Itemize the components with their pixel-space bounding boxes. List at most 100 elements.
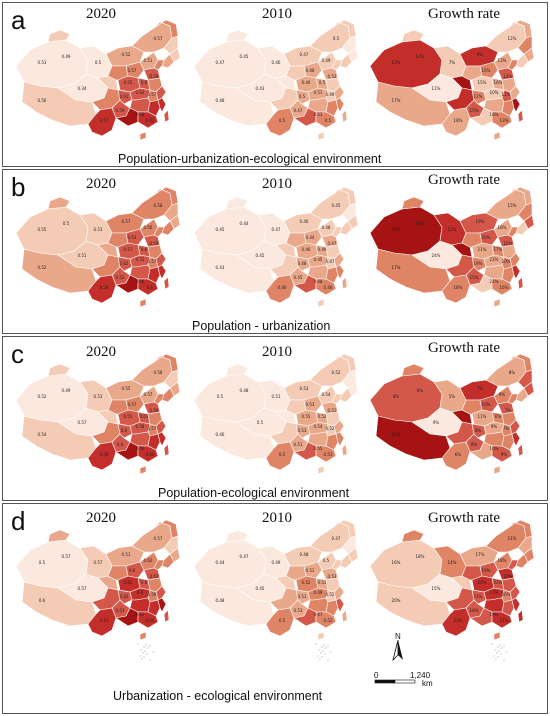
province-region bbox=[517, 609, 524, 623]
island-dot bbox=[493, 655, 495, 657]
province-region bbox=[369, 373, 443, 423]
region-value-label: 0.47 bbox=[326, 259, 335, 264]
region-value-label: 0.55 bbox=[122, 386, 131, 391]
province-region bbox=[317, 631, 325, 641]
region-value-label: 0.57 bbox=[62, 554, 71, 559]
region-value-label: 0.5 bbox=[299, 94, 306, 99]
province-region bbox=[325, 599, 339, 617]
region-value-label: 6% bbox=[417, 388, 424, 393]
province-region bbox=[125, 61, 145, 79]
province-region bbox=[479, 61, 499, 79]
island-dot bbox=[315, 643, 317, 645]
region-value-label: 6% bbox=[455, 452, 462, 457]
region-value-label: 23% bbox=[454, 618, 463, 623]
panel-caption: Urbanization - ecological environment bbox=[113, 689, 323, 703]
region-value-label: 0.55 bbox=[314, 446, 323, 451]
province-region bbox=[47, 363, 71, 377]
province-region bbox=[155, 85, 167, 101]
province-region bbox=[325, 99, 339, 117]
region-value-label: 18% bbox=[470, 608, 479, 613]
island-dot bbox=[497, 646, 499, 648]
province-region bbox=[303, 395, 323, 413]
region-value-label: 0.48 bbox=[216, 598, 225, 603]
island-dot bbox=[506, 651, 508, 653]
region-value-label: 0.6 bbox=[121, 428, 128, 433]
region-value-label: 15% bbox=[470, 108, 479, 113]
region-value-label: 0.57 bbox=[128, 68, 137, 73]
region-value-label: 0.43 bbox=[256, 86, 265, 91]
region-value-label: 0.49 bbox=[62, 54, 71, 59]
province-region bbox=[341, 109, 348, 123]
province-region bbox=[47, 529, 71, 543]
region-value-label: 0.58 bbox=[136, 112, 145, 117]
province-region bbox=[341, 443, 348, 457]
island-dot bbox=[320, 652, 322, 654]
region-value-label: 0.47 bbox=[328, 241, 337, 246]
region-value-label: 0.45 bbox=[294, 275, 303, 280]
region-value-label: 0.59 bbox=[116, 108, 125, 113]
region-value-label: 0.58 bbox=[100, 285, 109, 290]
scale-zero: 0 bbox=[374, 671, 379, 680]
region-value-label: 0.45 bbox=[240, 54, 249, 59]
province-region bbox=[157, 597, 167, 613]
region-value-label: 0.56 bbox=[144, 225, 153, 230]
province-region bbox=[509, 585, 521, 601]
map-title-2010: 2010 bbox=[262, 6, 292, 22]
province-region bbox=[511, 431, 521, 447]
region-value-label: 24% bbox=[392, 227, 401, 232]
map-title-2010: 2010 bbox=[262, 344, 292, 360]
province-region bbox=[333, 419, 345, 435]
region-value-label: 0.52 bbox=[328, 74, 337, 79]
region-value-label: 0.48 bbox=[306, 68, 315, 73]
province-region bbox=[401, 363, 425, 377]
province-region bbox=[315, 445, 337, 463]
choropleth-map-a-growth: 13%14%17%11%7%9%12%10%13%15% 16%14%12%10%… bbox=[369, 19, 535, 141]
region-value-label: 0.56 bbox=[38, 98, 47, 103]
region-value-label: 0.52 bbox=[326, 426, 335, 431]
island-dot bbox=[321, 646, 323, 648]
province-region bbox=[315, 611, 337, 629]
island-dot bbox=[152, 651, 154, 653]
province-region bbox=[335, 431, 345, 447]
province-region bbox=[401, 196, 425, 210]
map-title-growth: Growth rate bbox=[428, 6, 501, 22]
region-value-label: 0.57 bbox=[78, 586, 87, 591]
island-dot bbox=[147, 647, 149, 649]
region-value-label: 0.5 bbox=[95, 60, 102, 65]
choropleth-map-b-y2020: 0.550.50.520.510.530.570.580.530.560.57 0… bbox=[15, 186, 181, 308]
province-region bbox=[479, 561, 499, 579]
province-region bbox=[471, 589, 487, 605]
region-value-label: 17% bbox=[490, 590, 499, 595]
province-region bbox=[341, 202, 357, 222]
province-region bbox=[369, 539, 443, 589]
province-region bbox=[321, 67, 339, 81]
region-value-label: 0.5 bbox=[39, 560, 46, 565]
region-value-label: 0.45 bbox=[314, 257, 323, 262]
choropleth-map-d-y2020: 0.5 0.57 0.6 0.57 0.57 0.51 0.57 0.6 0.62 0.61 0.6… bbox=[15, 519, 181, 661]
province-region bbox=[295, 423, 311, 439]
region-value-label: 0.46 bbox=[272, 60, 281, 65]
region-value-label: 9% bbox=[491, 424, 498, 429]
province-region bbox=[139, 131, 147, 141]
province-region bbox=[479, 395, 499, 413]
island-dot bbox=[498, 650, 500, 652]
province-region bbox=[517, 202, 533, 222]
choropleth-map-b-y2010: 0.450.440.430.450.470.460.450.440.480.46… bbox=[193, 186, 359, 308]
island-dot bbox=[140, 649, 142, 651]
region-value-label: 16% bbox=[490, 112, 499, 117]
region-value-label: 11% bbox=[432, 86, 441, 91]
region-value-label: 18% bbox=[498, 558, 507, 563]
island-dot bbox=[494, 649, 496, 651]
region-value-label: 0.57 bbox=[100, 118, 109, 123]
region-value-label: 0.57 bbox=[128, 402, 137, 407]
region-value-label: 0.44 bbox=[306, 235, 315, 240]
province-region bbox=[137, 445, 159, 463]
region-value-label: 0.53 bbox=[324, 452, 333, 457]
panel-letter: b bbox=[11, 172, 26, 202]
region-value-label: 17% bbox=[392, 265, 401, 270]
region-value-label: 0.49 bbox=[272, 560, 281, 565]
province-region bbox=[15, 373, 89, 423]
region-value-label: 8% bbox=[393, 394, 400, 399]
region-value-label: 0.53 bbox=[294, 608, 303, 613]
province-region bbox=[501, 99, 515, 117]
